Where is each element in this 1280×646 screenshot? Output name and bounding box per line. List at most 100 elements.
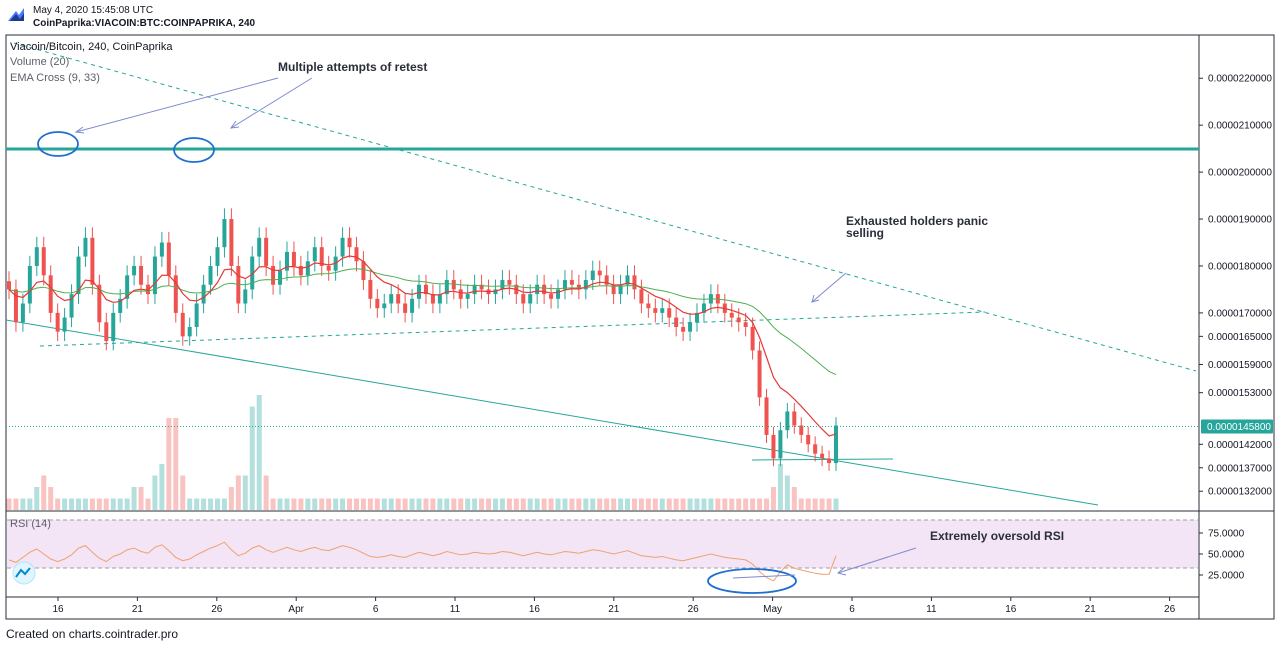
candle-body <box>646 303 651 309</box>
volume-bar <box>353 498 359 510</box>
time-tick-label: May <box>763 604 782 615</box>
candle-body <box>500 280 505 290</box>
candle-body <box>104 322 109 342</box>
volume-bar <box>291 498 297 510</box>
time-tick-label: 21 <box>608 604 620 615</box>
last-price-tag: 0.0000145800 <box>1201 419 1273 434</box>
volume-bar <box>590 498 596 510</box>
candle-body <box>41 247 46 276</box>
candle-body <box>132 265 137 276</box>
time-tick-label: 21 <box>132 604 144 615</box>
volume-bar <box>228 487 234 510</box>
rising-support-line[interactable] <box>39 311 986 347</box>
candle-body <box>180 312 185 337</box>
volume-bar <box>374 498 380 510</box>
candle-body <box>97 284 102 323</box>
volume-bar <box>360 498 366 510</box>
candle-body <box>549 294 554 299</box>
volume-bar <box>173 418 179 510</box>
volume-bar <box>242 475 248 510</box>
volume-bar <box>208 498 214 510</box>
candle-body <box>423 284 428 295</box>
volume-bar <box>103 498 109 510</box>
oversold-label: Extremely oversold RSI <box>930 529 1064 543</box>
candle-body <box>507 280 512 285</box>
price-tick-label: 0.0000153000 <box>1208 388 1272 399</box>
candle-body <box>375 298 380 309</box>
volume-bar <box>618 498 624 510</box>
time-tick-label: 16 <box>52 604 64 615</box>
candle-body <box>152 256 157 295</box>
descending-resistance-line[interactable] <box>13 42 1197 372</box>
volume-bar <box>409 498 415 510</box>
candle-body <box>13 289 18 323</box>
ema-legend: EMA Cross (9, 33) <box>10 72 100 84</box>
volume-bar <box>701 498 707 510</box>
candle-body <box>139 265 144 285</box>
volume-bar <box>798 498 804 510</box>
price-tick-label: 0.0000132000 <box>1208 487 1272 498</box>
candle-body <box>83 237 88 257</box>
volume-bar <box>638 498 644 510</box>
candle-body <box>20 303 25 323</box>
price-tick-label: 0.0000170000 <box>1208 308 1272 319</box>
indicator-settings-button[interactable] <box>12 561 36 585</box>
rsi-axis: 75.0000 50.0000 25.0000 <box>1199 529 1245 582</box>
candle-body <box>820 453 825 459</box>
candle-body <box>243 289 248 304</box>
rsi-legend: RSI (14) <box>10 518 51 530</box>
volume-bar <box>673 498 679 510</box>
volume-bar <box>263 475 269 510</box>
volume-bar <box>722 498 728 510</box>
candle-body <box>556 289 561 299</box>
volume-legend: Volume (20) <box>10 56 69 68</box>
candle-body <box>604 275 609 285</box>
candles <box>7 208 838 471</box>
volume-bar <box>819 498 825 510</box>
candle-body <box>701 303 706 313</box>
candle-body <box>201 284 206 304</box>
price-tick-label: 0.0000200000 <box>1208 168 1272 179</box>
volume-bar <box>764 498 770 510</box>
descending-support-line[interactable] <box>5 319 1099 506</box>
rsi-tick-label: 75.0000 <box>1208 529 1245 540</box>
candle-body <box>743 322 748 327</box>
volume-bar <box>166 418 172 510</box>
volume-bar <box>194 498 200 510</box>
volume-bar <box>729 498 735 510</box>
candle-body <box>437 294 442 304</box>
volume-bar <box>812 498 818 510</box>
candle-body <box>813 444 818 454</box>
volume-bar <box>277 498 283 510</box>
chart-header: May 4, 2020 15:45:08 UTC CoinPaprika:VIA… <box>0 0 1280 34</box>
candle-body <box>569 280 574 285</box>
last-price-value: 0.0000145800 <box>1207 422 1271 433</box>
volume-bar <box>159 464 165 510</box>
candle-body <box>208 265 213 285</box>
candle-body <box>562 280 567 290</box>
volume-bar <box>145 498 151 510</box>
volume-bar <box>152 475 158 510</box>
candle-body <box>194 303 199 327</box>
candle-body <box>389 294 394 304</box>
volume-bar <box>520 498 526 510</box>
candle-body <box>125 275 130 299</box>
volume-bar <box>687 498 693 510</box>
volume-bar <box>680 498 686 510</box>
time-tick-label: 21 <box>1085 604 1097 615</box>
volume-bar <box>805 498 811 510</box>
price-tick-label: 0.0000137000 <box>1208 463 1272 474</box>
candle-body <box>76 256 81 295</box>
volume-bar <box>20 498 26 510</box>
volume-bar <box>124 498 130 510</box>
candle-body <box>382 303 387 309</box>
candle-body <box>750 326 755 351</box>
candle-body <box>215 247 220 266</box>
candle-body <box>472 284 477 295</box>
volume-bar <box>235 475 241 510</box>
volume-bar <box>34 487 40 510</box>
candle-body <box>736 317 741 323</box>
volume-bar <box>597 498 603 510</box>
candle-body <box>62 317 67 332</box>
